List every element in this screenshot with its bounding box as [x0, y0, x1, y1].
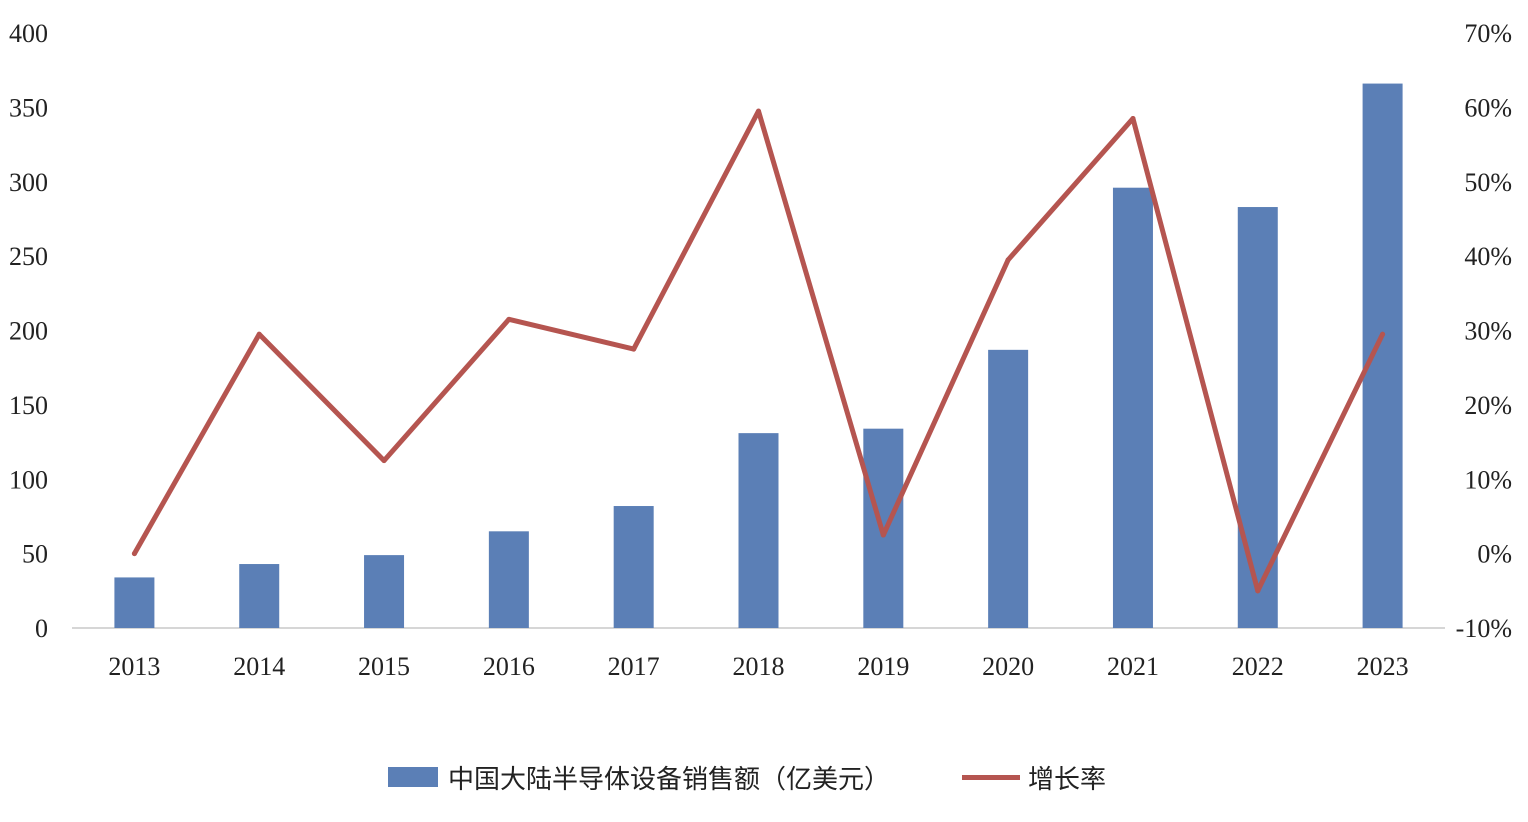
y-left-tick-label: 300 [9, 168, 48, 197]
y-left-tick-label: 100 [9, 465, 48, 494]
x-tick-label: 2023 [1357, 652, 1409, 681]
y-right-tick-label: 60% [1464, 93, 1512, 122]
x-tick-label: 2016 [483, 652, 535, 681]
growth-rate-point [256, 331, 262, 337]
bar [1362, 83, 1403, 628]
y-right-tick-label: 0% [1477, 540, 1512, 569]
bar [1112, 187, 1153, 628]
x-tick-label: 2022 [1232, 652, 1284, 681]
growth-rate-point [506, 316, 512, 322]
y-left-tick-label: 350 [9, 93, 48, 122]
growth-rate-point [1255, 588, 1261, 594]
x-tick-label: 2015 [358, 652, 410, 681]
growth-rate-point [631, 346, 637, 352]
y-right-tick-label: 40% [1464, 242, 1512, 271]
x-tick-label: 2013 [108, 652, 160, 681]
x-tick-label: 2018 [733, 652, 785, 681]
y-right-tick-label: 30% [1464, 317, 1512, 346]
y-left-tick-label: 0 [35, 614, 48, 643]
growth-rate-point [1005, 257, 1011, 263]
legend-label-sales: 中国大陆半导体设备销售额（亿美元） [448, 764, 891, 795]
y-left-tick-label: 150 [9, 391, 48, 420]
x-tick-label: 2019 [857, 652, 909, 681]
bar [239, 564, 280, 628]
bar [988, 349, 1029, 628]
legend-label-growth: 增长率 [1028, 764, 1107, 795]
y-right-tick-label: 50% [1464, 168, 1512, 197]
bar [613, 506, 654, 628]
x-tick-label: 2021 [1107, 652, 1159, 681]
chart-svg: 0 50 100 150 200 250 300 350 400 -10% 0% 10% 20% 30% 4… [9, 19, 1512, 681]
growth-rate-point [1130, 116, 1136, 122]
legend-swatch-bar [388, 767, 438, 787]
y-right-tick-label: 70% [1464, 19, 1512, 48]
y-right-tick-label: 10% [1464, 465, 1512, 494]
growth-rate-point [756, 108, 761, 114]
y-left-tick-label: 400 [9, 19, 48, 48]
bar [488, 531, 529, 628]
growth-rate-point [880, 532, 886, 538]
legend-item-growth: 增长率 [962, 752, 1106, 802]
y-right-tick-label: 20% [1464, 391, 1512, 420]
y-left-tick-label: 250 [9, 242, 48, 271]
y-left-tick-label: 50 [22, 540, 48, 569]
legend-swatch-line [962, 774, 1020, 780]
x-tick-label: 2014 [233, 652, 285, 681]
legend: 中国大陆半导体设备销售额（亿美元） 增长率 [0, 752, 1528, 802]
x-tick-label: 2020 [982, 652, 1034, 681]
growth-rate-point [1380, 331, 1386, 337]
x-tick-label: 2017 [608, 652, 660, 681]
growth-rate-point [381, 458, 387, 464]
y-left-tick-label: 200 [9, 317, 48, 346]
y-right-tick-label: -10% [1456, 614, 1512, 643]
bar [114, 577, 155, 628]
legend-item-sales: 中国大陆半导体设备销售额（亿美元） [388, 752, 890, 802]
growth-rate-point [131, 551, 137, 557]
bar [738, 433, 779, 628]
bar [364, 555, 405, 628]
